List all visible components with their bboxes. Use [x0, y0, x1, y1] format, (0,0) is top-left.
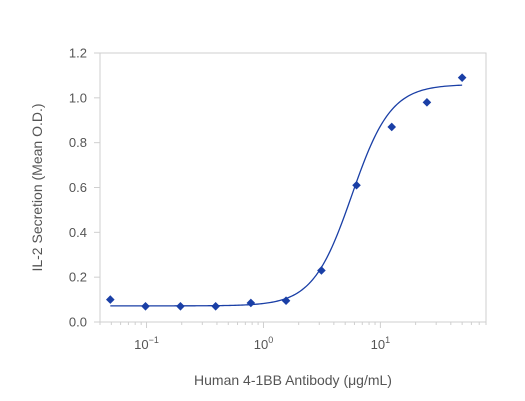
plot-frame — [99, 52, 487, 323]
data-point — [422, 98, 432, 107]
fit-curve — [110, 84, 463, 307]
y-tick-label: 1.2 — [69, 46, 87, 61]
x-tick-label: 100 — [254, 335, 273, 352]
y-axis-ticks: 0.0 0.2 0.4 0.6 0.8 1.0 1.2 — [69, 46, 100, 330]
y-tick-label: 0.8 — [69, 135, 87, 150]
data-point — [281, 296, 291, 306]
x-tick-label: 101 — [371, 335, 390, 352]
y-tick-label: 0.2 — [69, 270, 87, 285]
data-point — [352, 180, 361, 190]
x-tick-label: 10−1 — [134, 335, 159, 352]
data-point — [176, 302, 185, 311]
data-point — [246, 298, 256, 308]
data-point — [141, 302, 150, 311]
y-axis-title: IL-2 Secretion (Mean O.D.) — [29, 103, 45, 271]
y-tick-label: 0.6 — [69, 180, 87, 195]
data-point — [457, 73, 467, 82]
data-points — [106, 73, 467, 311]
data-point — [317, 266, 326, 275]
y-tick-label: 1.0 — [69, 90, 87, 105]
x-axis-title: Human 4-1BB Antibody (μg/mL) — [194, 372, 392, 388]
data-point — [387, 122, 397, 132]
data-point — [106, 295, 115, 304]
y-tick-label: 0.0 — [69, 315, 87, 330]
data-point — [211, 302, 220, 311]
x-axis-ticks: 10−1 100 101 — [99, 322, 487, 352]
y-tick-label: 0.4 — [69, 225, 87, 240]
